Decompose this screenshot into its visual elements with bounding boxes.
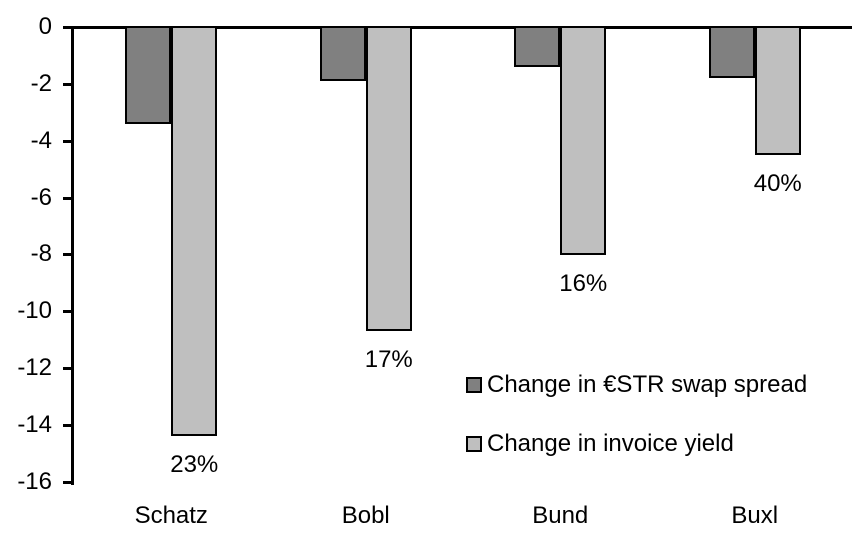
bar-value-label: 23% (170, 451, 219, 478)
x-axis-label-schatz: Schatz (134, 502, 208, 529)
y-axis-tick (63, 310, 71, 314)
bar-value-label: 17% (364, 346, 413, 373)
bar-bund-change-in-invoice-yield (560, 26, 607, 255)
y-axis-line (71, 26, 74, 485)
y-axis-tick (63, 480, 71, 484)
bar-bobl-change-in-str-swap-spread (319, 26, 366, 81)
y-axis-tick (63, 253, 71, 257)
y-axis-label: -16 (17, 467, 52, 495)
y-axis-tick (63, 367, 71, 371)
bar-buxl-change-in-invoice-yield (754, 26, 801, 155)
bar-value-label: 40% (753, 170, 802, 197)
legend-item-change-in-str-swap-spread: Change in €STR swap spread (466, 373, 807, 397)
y-axis-label: -10 (17, 297, 52, 325)
bar-bobl-change-in-invoice-yield (365, 26, 412, 331)
bar-value-label: 16% (559, 270, 608, 297)
legend-swatch-icon (466, 436, 482, 452)
y-axis-label: 0 (38, 13, 52, 40)
y-axis-tick (63, 139, 71, 143)
y-axis-tick (63, 196, 71, 200)
y-axis-label: -2 (30, 69, 52, 97)
y-axis-label: -6 (30, 183, 52, 211)
y-axis-tick (63, 82, 71, 86)
y-axis-label: -12 (17, 354, 52, 382)
legend-label: Change in €STR swap spread (487, 371, 808, 398)
x-axis-label-bobl: Bobl (341, 502, 390, 529)
y-axis-label: -4 (30, 126, 52, 154)
bar-schatz-change-in-invoice-yield (171, 26, 218, 436)
legend-label: Change in invoice yield (487, 430, 734, 457)
legend-item-change-in-invoice-yield: Change in invoice yield (466, 432, 734, 456)
y-axis-tick (63, 423, 71, 427)
y-axis-label: -14 (17, 410, 52, 438)
bar-bund-change-in-str-swap-spread (514, 26, 561, 67)
y-axis-tick (63, 26, 71, 29)
legend-swatch-icon (466, 377, 482, 393)
bar-schatz-change-in-str-swap-spread (125, 26, 172, 124)
y-axis-label: -8 (30, 240, 52, 268)
x-axis-label-bund: Bund (532, 502, 589, 529)
bar-buxl-change-in-str-swap-spread (708, 26, 755, 78)
zero-baseline (71, 26, 852, 29)
x-axis-label-buxl: Buxl (731, 502, 779, 529)
